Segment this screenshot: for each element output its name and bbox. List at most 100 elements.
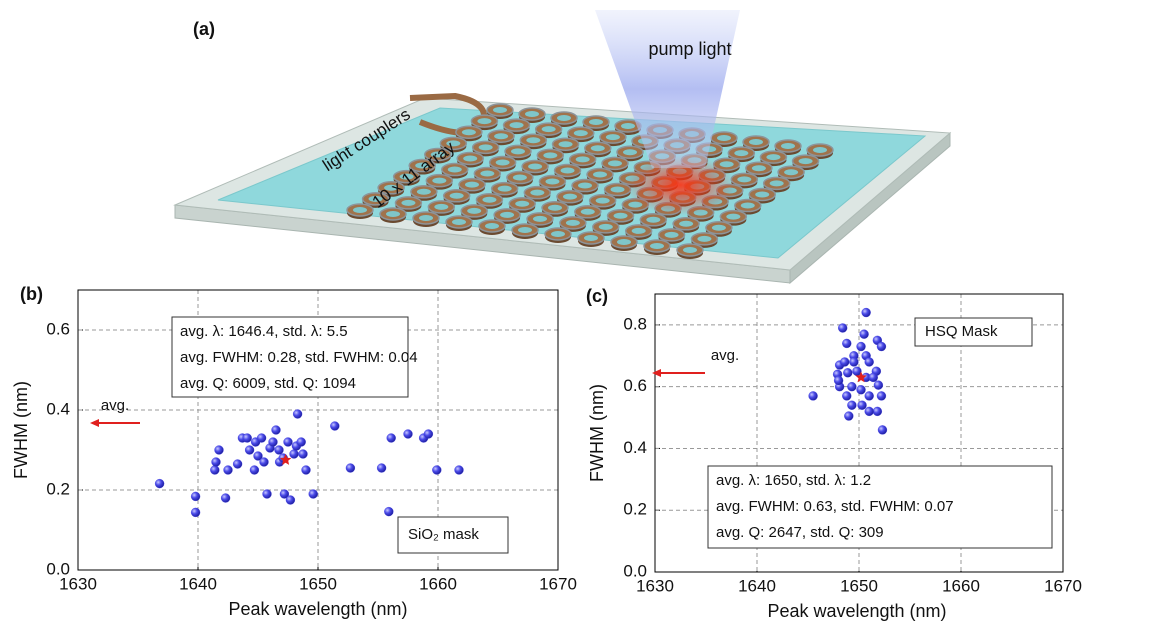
stats-line: avg. FWHM: 0.63, std. FWHM: 0.07: [716, 498, 954, 515]
y-tick-label: 0.0: [46, 559, 70, 578]
ring-hole: [610, 186, 625, 193]
ring: [606, 209, 635, 225]
ring: [534, 122, 563, 139]
ring: [577, 231, 605, 247]
ring-hole: [465, 181, 479, 188]
avg-arrow-head: [90, 419, 99, 427]
y-tick-label: 0.8: [623, 314, 647, 333]
ring-hole: [477, 118, 492, 125]
data-point: [842, 338, 852, 349]
data-point: [864, 406, 874, 417]
ring-hole: [500, 211, 515, 218]
data-point: [268, 437, 278, 447]
data-point: [861, 307, 871, 318]
ring: [538, 174, 567, 191]
x-axis-title: Peak wavelength (nm): [228, 599, 407, 619]
ring-hole: [447, 166, 462, 173]
ring-hole: [578, 182, 592, 189]
data-point: [345, 463, 356, 473]
y-tick-label: 0.0: [623, 561, 647, 580]
data-point: [877, 425, 888, 435]
avg-arrow-head: [652, 369, 661, 377]
stats-line: avg. FWHM: 0.28, std. FWHM: 0.04: [180, 349, 418, 366]
ring: [624, 224, 653, 240]
data-point: [308, 489, 318, 499]
data-point: [274, 445, 284, 455]
data-point: [283, 437, 293, 447]
ring-hole: [493, 107, 507, 113]
ring-hole: [497, 185, 512, 192]
ring-hole: [755, 191, 770, 198]
emission-glow: [625, 155, 735, 215]
ring-hole: [766, 154, 781, 161]
data-point: [285, 495, 296, 505]
ring-hole: [749, 139, 763, 145]
ring-hole: [565, 219, 580, 226]
ring-hole: [719, 161, 734, 168]
data-point: [259, 457, 269, 467]
ring-hole: [430, 151, 445, 158]
ring-hole: [511, 148, 525, 155]
y-tick-label: 0.2: [46, 479, 70, 498]
ring: [710, 131, 738, 147]
data-point: [220, 493, 231, 503]
ring-hole: [726, 213, 741, 220]
stats-box: [707, 465, 1053, 549]
ring-hole: [353, 207, 367, 213]
ring: [568, 152, 597, 169]
pump-label: pump light: [648, 39, 731, 59]
x-axis-title: Peak wavelength (nm): [767, 601, 946, 621]
data-point: [296, 437, 306, 447]
ring-hole: [557, 115, 571, 121]
ring-hole: [509, 122, 524, 129]
y-tick-label: 0.4: [623, 438, 647, 457]
data-point: [838, 323, 848, 333]
ring-hole: [480, 170, 495, 177]
data-point: [868, 372, 878, 383]
ring-hole: [495, 159, 510, 166]
x-tick-label: 1660: [942, 576, 980, 595]
mask-box: [397, 516, 509, 554]
data-point: [232, 459, 243, 469]
data-point: [849, 357, 859, 367]
x-tick-label: 1650: [840, 576, 878, 595]
avg-label: avg.: [101, 397, 129, 414]
ring: [676, 243, 704, 259]
ring: [518, 107, 546, 123]
ring-hole: [573, 130, 588, 137]
ring-hole: [485, 223, 499, 229]
x-tick-label: 1640: [738, 576, 776, 595]
data-point: [190, 507, 201, 518]
ring-hole: [589, 119, 603, 125]
ring: [742, 135, 770, 151]
avg-marker: [279, 454, 292, 465]
ring-hole: [580, 208, 595, 215]
ring-hole: [623, 149, 637, 156]
y-tick-label: 0.6: [623, 376, 647, 395]
ring-hole: [613, 212, 628, 219]
data-point: [301, 465, 311, 475]
ring-hole: [545, 178, 560, 185]
ring: [588, 193, 617, 210]
ring: [523, 185, 552, 202]
data-point: [808, 391, 818, 401]
ring-hole: [813, 147, 827, 153]
ring-hole: [494, 133, 509, 140]
stats-line: avg. λ: 1650, std. λ: 1.2: [716, 472, 871, 489]
avg-marker: [855, 371, 867, 383]
ring-hole: [463, 155, 478, 162]
ring: [610, 235, 638, 251]
data-point: [386, 433, 396, 443]
data-point: [454, 465, 464, 475]
panel-label: (a): [193, 19, 215, 39]
data-point: [211, 457, 221, 467]
ring-hole: [697, 235, 712, 242]
data-point: [856, 341, 866, 352]
ring-hole: [590, 145, 605, 152]
data-point: [833, 375, 844, 386]
ring-hole: [781, 143, 795, 149]
data-point: [872, 406, 883, 417]
y-tick-label: 0.4: [46, 399, 70, 418]
ring-hole: [664, 231, 679, 238]
